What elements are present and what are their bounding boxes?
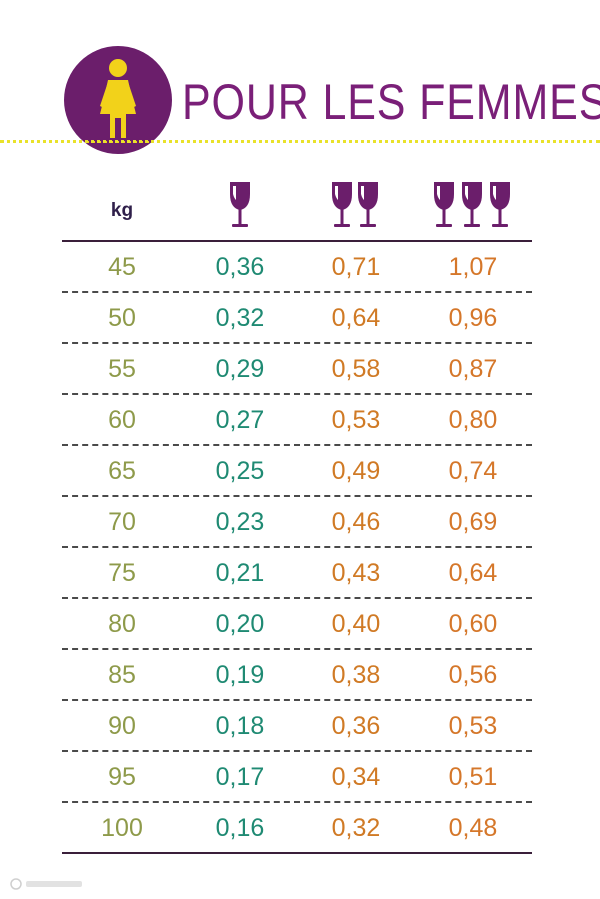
cell-two-glasses: 0,38 — [331, 661, 381, 689]
table-row: 75 0,21 0,43 0,64 — [62, 548, 532, 599]
cell-three-glasses: 0,96 — [448, 304, 498, 332]
cell-two-glasses: 0,43 — [331, 559, 381, 587]
table-row: 55 0,29 0,58 0,87 — [62, 344, 532, 395]
cell-two-glasses: 0,53 — [331, 406, 381, 434]
table-row: 45 0,36 0,71 1,07 — [62, 242, 532, 293]
table-row: 85 0,19 0,38 0,56 — [62, 650, 532, 701]
cell-three-glasses: 0,48 — [448, 814, 498, 842]
table-row: 65 0,25 0,49 0,74 — [62, 446, 532, 497]
watermark-logo-icon — [10, 878, 82, 890]
cell-kg: 95 — [108, 763, 136, 791]
watermark — [10, 877, 90, 894]
cell-two-glasses: 0,34 — [331, 763, 381, 791]
cell-kg: 85 — [108, 661, 136, 689]
table-row: 60 0,27 0,53 0,80 — [62, 395, 532, 446]
cell-two-glasses: 0,49 — [331, 457, 381, 485]
table-row: 100 0,16 0,32 0,48 — [62, 803, 532, 854]
cell-three-glasses: 0,87 — [448, 355, 498, 383]
cell-one-glass: 0,23 — [215, 508, 265, 536]
table-row: 70 0,23 0,46 0,69 — [62, 497, 532, 548]
cell-one-glass: 0,21 — [215, 559, 265, 587]
table-row: 80 0,20 0,40 0,60 — [62, 599, 532, 650]
cell-kg: 65 — [108, 457, 136, 485]
cell-kg: 80 — [108, 610, 136, 638]
table-body: 45 0,36 0,71 1,07 50 0,32 0,64 0,96 55 0… — [62, 242, 532, 854]
cell-three-glasses: 0,64 — [448, 559, 498, 587]
cell-kg: 90 — [108, 712, 136, 740]
cell-two-glasses: 0,40 — [331, 610, 381, 638]
cell-kg: 75 — [108, 559, 136, 587]
column-header-two-glasses — [298, 178, 414, 232]
header: POUR LES FEMMES — [0, 0, 600, 170]
column-header-kg: kg — [110, 200, 134, 221]
cell-kg: 55 — [108, 355, 136, 383]
cell-two-glasses: 0,64 — [331, 304, 381, 332]
woman-icon — [86, 59, 150, 143]
cell-three-glasses: 0,80 — [448, 406, 498, 434]
cell-three-glasses: 0,60 — [448, 610, 498, 638]
cell-three-glasses: 1,07 — [448, 253, 498, 281]
cell-two-glasses: 0,32 — [331, 814, 381, 842]
cell-one-glass: 0,20 — [215, 610, 265, 638]
cell-one-glass: 0,25 — [215, 457, 265, 485]
cell-three-glasses: 0,51 — [448, 763, 498, 791]
column-header-one-glass — [182, 178, 298, 232]
cell-one-glass: 0,17 — [215, 763, 265, 791]
woman-badge — [64, 46, 172, 154]
cell-one-glass: 0,32 — [215, 304, 265, 332]
three-wine-glasses-icon — [434, 182, 510, 227]
cell-one-glass: 0,36 — [215, 253, 265, 281]
cell-two-glasses: 0,46 — [331, 508, 381, 536]
two-wine-glasses-icon — [332, 182, 378, 227]
cell-one-glass: 0,16 — [215, 814, 265, 842]
cell-three-glasses: 0,53 — [448, 712, 498, 740]
cell-one-glass: 0,19 — [215, 661, 265, 689]
wine-glass-icon — [230, 182, 250, 227]
cell-two-glasses: 0,71 — [331, 253, 381, 281]
table-header: kg — [62, 172, 532, 242]
cell-one-glass: 0,18 — [215, 712, 265, 740]
cell-three-glasses: 0,74 — [448, 457, 498, 485]
alcohol-table: kg — [62, 172, 532, 854]
table-row: 90 0,18 0,36 0,53 — [62, 701, 532, 752]
cell-three-glasses: 0,69 — [448, 508, 498, 536]
cell-two-glasses: 0,36 — [331, 712, 381, 740]
cell-kg: 50 — [108, 304, 136, 332]
dotted-divider — [0, 140, 600, 143]
table-row: 50 0,32 0,64 0,96 — [62, 293, 532, 344]
cell-three-glasses: 0,56 — [448, 661, 498, 689]
cell-one-glass: 0,29 — [215, 355, 265, 383]
cell-kg: 45 — [108, 253, 136, 281]
cell-two-glasses: 0,58 — [331, 355, 381, 383]
cell-kg: 60 — [108, 406, 136, 434]
table-row: 95 0,17 0,34 0,51 — [62, 752, 532, 803]
column-header-three-glasses — [414, 178, 532, 232]
page-title: POUR LES FEMMES — [182, 74, 600, 130]
cell-one-glass: 0,27 — [215, 406, 265, 434]
cell-kg: 70 — [108, 508, 136, 536]
cell-kg: 100 — [101, 814, 143, 842]
